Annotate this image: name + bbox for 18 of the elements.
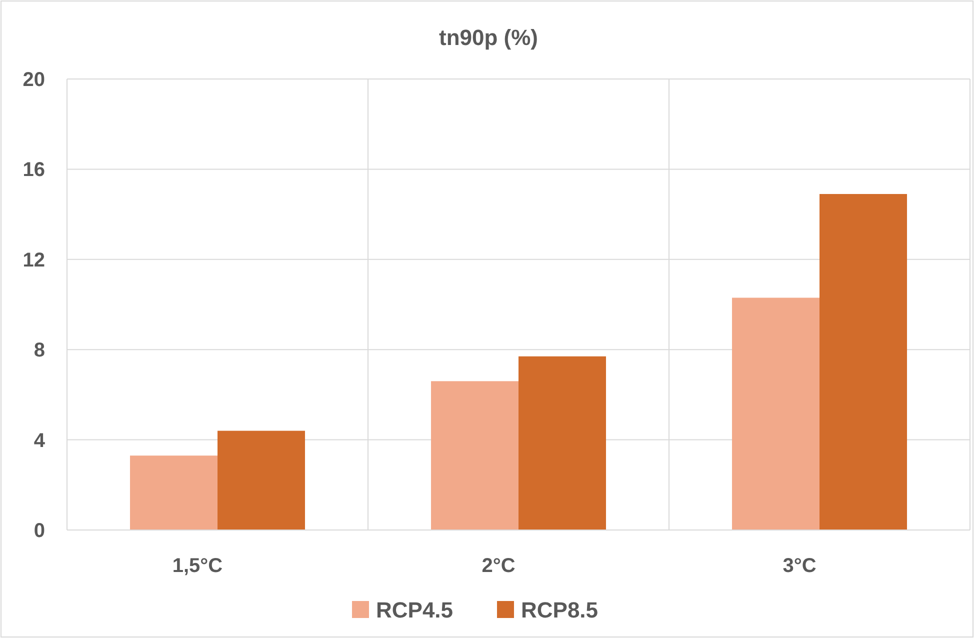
- y-tick-label: 8: [34, 340, 45, 362]
- y-tick-label: 16: [22, 159, 45, 182]
- bar: [820, 194, 907, 530]
- bar: [732, 298, 820, 530]
- bar: [130, 456, 218, 530]
- y-tick-label: 20: [22, 69, 45, 91]
- legend-label: RCP4.5: [376, 598, 454, 623]
- y-tick-label: 4: [34, 430, 46, 452]
- legend-label: RCP8.5: [521, 598, 598, 623]
- x-tick-label: 1,5°C: [172, 555, 223, 577]
- x-tick-label: 2°C: [482, 555, 516, 577]
- bar: [431, 381, 518, 530]
- x-tick-label: 3°C: [782, 555, 816, 577]
- bar: [518, 356, 606, 530]
- y-tick-label: 0: [34, 520, 45, 542]
- bar: [218, 430, 305, 530]
- y-tick-label: 12: [22, 249, 45, 272]
- chart-title: tn90p (%): [439, 25, 538, 50]
